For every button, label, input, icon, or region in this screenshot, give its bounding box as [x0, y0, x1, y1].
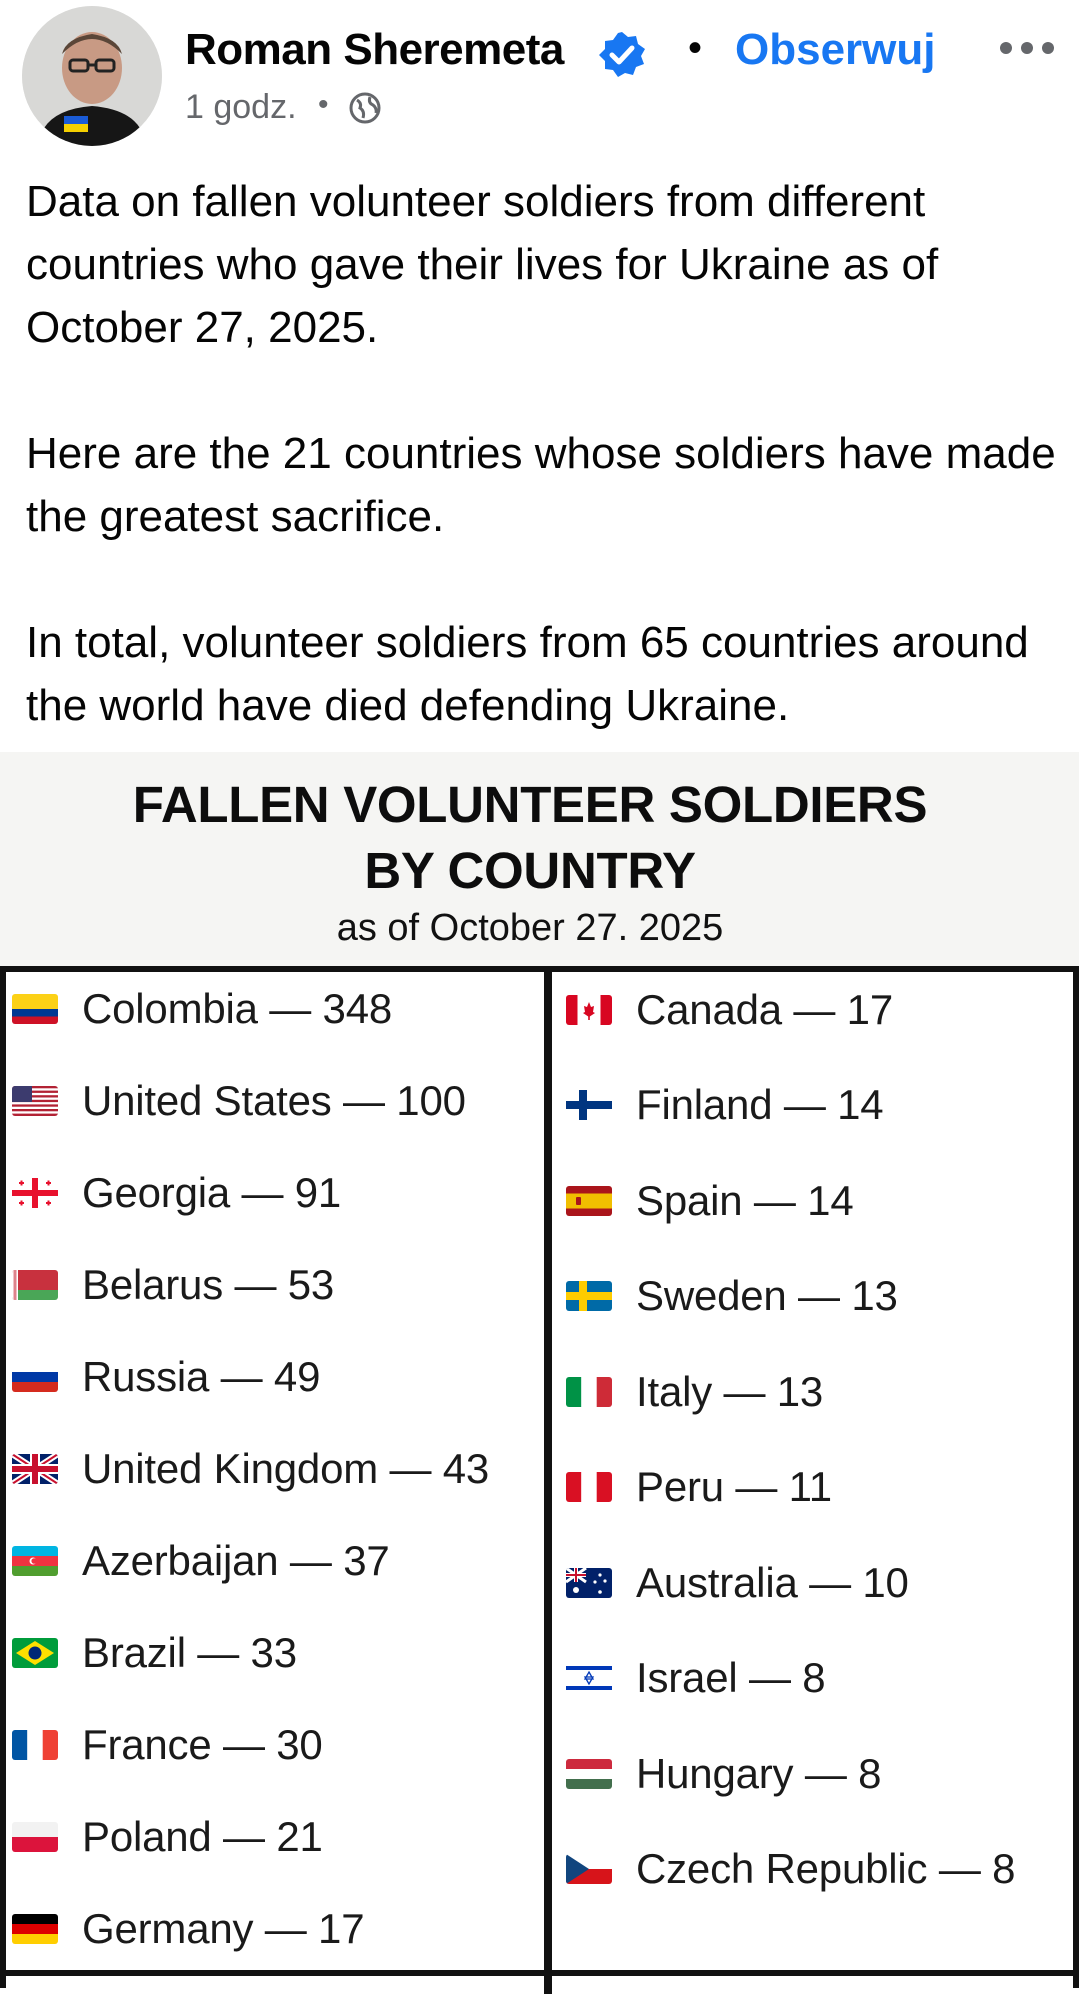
- list-item-text: Spain — 14: [636, 1177, 854, 1224]
- post-header: Roman Sheremeta • Obserwuj 1 godz. •: [0, 0, 1079, 150]
- list-item-text: Belarus — 53: [82, 1261, 335, 1308]
- russia-flag-icon: [12, 1362, 58, 1392]
- list-item: Peru — 11: [566, 1457, 832, 1517]
- list-item-text: United Kingdom — 43: [82, 1445, 490, 1492]
- list-item: Hungary — 8: [566, 1744, 881, 1804]
- countries-table: Colombia — 348 United States — 100 Georg…: [0, 966, 1079, 1994]
- list-item-text: Germany — 17: [82, 1905, 365, 1952]
- globe-icon: [349, 92, 381, 124]
- azerbaijan-flag-icon: [12, 1546, 58, 1576]
- germany-flag-icon: [12, 1914, 58, 1944]
- list-item-text: Italy — 13: [636, 1368, 824, 1415]
- post-paragraph: Here are the 21 countries whose soldiers…: [26, 429, 1056, 541]
- list-item-text: Colombia — 348: [82, 985, 393, 1032]
- list-item: Belarus — 53: [12, 1255, 334, 1315]
- list-item: Czech Republic — 8: [566, 1839, 1015, 1899]
- table-bottom-border: [0, 1970, 1079, 1976]
- list-item-text: Russia — 49: [82, 1353, 321, 1400]
- list-item-text: Azerbaijan — 37: [82, 1537, 390, 1584]
- list-item-text: Israel — 8: [636, 1654, 826, 1701]
- post-image[interactable]: FALLEN VOLUNTEER SOLDIERS BY COUNTRY as …: [0, 752, 1079, 1994]
- israel-flag-icon: [566, 1663, 612, 1693]
- colombia-flag-icon: [12, 994, 58, 1024]
- list-item-text: Brazil — 33: [82, 1629, 297, 1676]
- list-item-text: Poland — 21: [82, 1813, 323, 1860]
- united-states-flag-icon: [12, 1086, 58, 1116]
- australia-flag-icon: [566, 1568, 612, 1598]
- meta-separator: •: [318, 88, 329, 121]
- peru-flag-icon: [566, 1472, 612, 1502]
- finland-flag-icon: [566, 1090, 612, 1120]
- list-item-text: Czech Republic — 8: [636, 1845, 1016, 1892]
- list-item: United Kingdom — 43: [12, 1439, 489, 1499]
- verified-badge-icon: [599, 32, 645, 77]
- post-paragraph: Data on fallen volunteer soldiers from d…: [26, 177, 939, 352]
- hungary-flag-icon: [566, 1759, 612, 1789]
- poland-flag-icon: [12, 1822, 58, 1852]
- list-item: Sweden — 13: [566, 1266, 898, 1326]
- list-item: Canada — 17: [566, 980, 893, 1040]
- list-item: United States — 100: [12, 1071, 466, 1131]
- post-timestamp[interactable]: 1 godz.: [185, 88, 297, 126]
- infographic-title-line: FALLEN VOLUNTEER SOLDIERS: [132, 776, 928, 833]
- united-kingdom-flag-icon: [12, 1454, 58, 1484]
- list-item: Brazil — 33: [12, 1623, 297, 1683]
- list-item: Georgia — 91: [12, 1163, 341, 1223]
- more-options-icon[interactable]: [998, 38, 1056, 58]
- list-item: France — 30: [12, 1715, 323, 1775]
- sweden-flag-icon: [566, 1281, 612, 1311]
- italy-flag-icon: [566, 1377, 612, 1407]
- list-item: Spain — 14: [566, 1171, 854, 1231]
- brazil-flag-icon: [12, 1638, 58, 1668]
- list-item-text: Canada — 17: [636, 986, 893, 1033]
- list-item-text: United States — 100: [82, 1077, 466, 1124]
- column-divider: [544, 972, 552, 1994]
- infographic-title-line: BY COUNTRY: [364, 842, 696, 899]
- list-item: Australia — 10: [566, 1553, 909, 1613]
- list-item: Israel — 8: [566, 1648, 826, 1708]
- belarus-flag-icon: [12, 1270, 58, 1300]
- list-item: Russia — 49: [12, 1347, 320, 1407]
- infographic-date: as of October 27. 2025: [336, 907, 724, 949]
- post-text: Data on fallen volunteer soldiers from d…: [26, 170, 1066, 737]
- spain-flag-icon: [566, 1186, 612, 1216]
- post-paragraph: In total, volunteer soldiers from 65 cou…: [26, 618, 1029, 730]
- list-item-text: Sweden — 13: [636, 1272, 898, 1319]
- infographic-title: FALLEN VOLUNTEER SOLDIERS BY COUNTRY: [0, 772, 1060, 904]
- list-item-text: Georgia — 91: [82, 1169, 342, 1216]
- list-item-text: Peru — 11: [636, 1463, 832, 1510]
- france-flag-icon: [12, 1730, 58, 1760]
- list-item-text: France — 30: [82, 1721, 323, 1768]
- list-item-text: Australia — 10: [636, 1559, 909, 1606]
- list-item: Colombia — 348: [12, 979, 392, 1039]
- follow-button[interactable]: Obserwuj: [735, 25, 936, 74]
- avatar[interactable]: [22, 6, 162, 146]
- list-item: Germany — 17: [12, 1899, 365, 1959]
- list-item-text: Finland — 14: [636, 1081, 884, 1128]
- czech-republic-flag-icon: [566, 1854, 612, 1884]
- list-item: Poland — 21: [12, 1807, 323, 1867]
- list-item: Finland — 14: [566, 1075, 884, 1135]
- header-separator: •: [688, 26, 703, 70]
- canada-flag-icon: [566, 995, 612, 1025]
- list-item: Italy — 13: [566, 1362, 823, 1422]
- list-item: Azerbaijan — 37: [12, 1531, 390, 1591]
- georgia-flag-icon: [12, 1178, 58, 1208]
- list-item-text: Hungary — 8: [636, 1750, 882, 1797]
- author-name[interactable]: Roman Sheremeta: [185, 25, 564, 74]
